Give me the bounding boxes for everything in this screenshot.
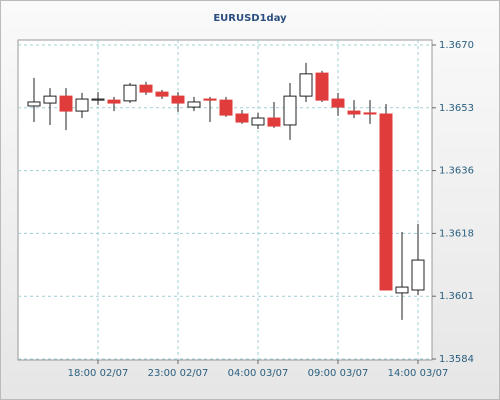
candle-body (203, 98, 217, 101)
y-tick-label: 1.3584 (439, 354, 474, 365)
candle-body (91, 98, 105, 101)
x-tick-label: 18:00 02/07 (68, 368, 129, 379)
candle-body (235, 113, 249, 123)
x-tick-label: 04:00 03/07 (228, 368, 289, 379)
plot-area (17, 39, 433, 361)
candle-body (107, 99, 121, 104)
candle-body (171, 95, 185, 104)
y-tick-label: 1.3636 (439, 166, 474, 177)
candle-body (395, 286, 409, 294)
candle-body (59, 95, 73, 112)
y-tick-label: 1.3601 (439, 291, 474, 302)
candle-body (283, 95, 297, 126)
candle-body (187, 101, 201, 108)
candle-body (379, 113, 393, 291)
candle-body (155, 91, 169, 97)
candle-body (363, 112, 377, 115)
y-tick-label: 1.3653 (439, 103, 474, 114)
candle-body (315, 72, 329, 101)
x-tick-label: 14:00 03/07 (388, 368, 449, 379)
candle-body (43, 95, 57, 104)
candle-body (251, 117, 265, 126)
candle-body (347, 110, 361, 115)
candle-body (139, 84, 153, 93)
x-tick-label: 23:00 02/07 (148, 368, 209, 379)
candle-body (267, 117, 281, 127)
candle-body (27, 101, 41, 107)
y-tick-label: 1.3618 (439, 228, 474, 239)
candle-body (299, 73, 313, 97)
candle-body (219, 99, 233, 116)
candle-body (331, 98, 345, 108)
candle-body (411, 259, 425, 291)
chart-title: EURUSD1day (213, 13, 287, 24)
candle-body (75, 98, 89, 112)
y-tick-label: 1.3670 (439, 40, 474, 51)
candle-body (123, 84, 137, 102)
x-tick-label: 09:00 03/07 (308, 368, 369, 379)
